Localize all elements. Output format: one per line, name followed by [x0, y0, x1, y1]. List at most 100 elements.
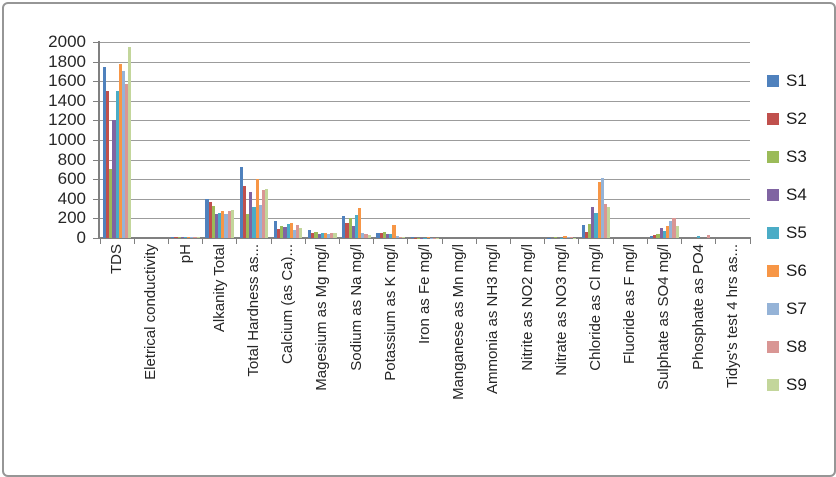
bar-group: [168, 42, 202, 238]
legend-label: S5: [786, 223, 807, 242]
x-axis-tick-mark: [715, 239, 717, 244]
bar: [656, 234, 660, 238]
bar: [342, 215, 346, 238]
x-axis-tick-mark: [407, 239, 409, 244]
x-axis-label-cell: Alkanity Total: [203, 244, 237, 472]
bar: [118, 63, 122, 238]
x-axis-label-cell: pH: [168, 244, 202, 472]
bar-group: [237, 42, 271, 238]
bar: [563, 235, 567, 238]
x-axis-label-cell: Phosphate as PO4: [681, 244, 715, 472]
x-axis-label: Potassium as K mg/l: [381, 244, 399, 381]
x-axis-label-cell: Total Hardness as...: [237, 244, 271, 472]
bar: [581, 225, 585, 238]
x-axis-label-cell: Eletrical conductivity: [134, 244, 168, 472]
x-axis-label: Nitrite as NO2 mg/l: [518, 244, 536, 371]
bar-group: [647, 42, 681, 238]
legend-item: S5: [767, 223, 807, 242]
bar: [255, 179, 259, 238]
bar-groups: [100, 42, 750, 238]
bar: [358, 207, 362, 238]
gridline: [100, 140, 750, 141]
x-axis-label: pH: [176, 244, 194, 264]
legend-item: S9: [767, 375, 807, 394]
x-axis-line: [98, 237, 751, 239]
gridline: [100, 159, 750, 161]
x-axis-label: Alkanity Total: [210, 244, 228, 333]
legend-label: S6: [786, 261, 807, 280]
y-axis-tick-mark: [93, 81, 99, 83]
bar: [385, 234, 390, 238]
bar: [239, 167, 243, 238]
gridline: [100, 218, 750, 220]
x-axis-label-cell: Potassium as K mg/l: [374, 244, 408, 472]
bar: [249, 192, 253, 238]
bar: [706, 235, 710, 238]
x-axis-label: Ammonia as NH3 mg/l: [484, 244, 502, 395]
bar: [410, 237, 414, 238]
x-axis-label-cell: Chloride as Cl mg/l: [579, 244, 613, 472]
bar: [245, 213, 250, 238]
legend-label: S3: [786, 147, 807, 166]
y-axis-tick-label: 200: [57, 208, 86, 228]
bar: [177, 237, 181, 238]
y-axis-tick-label: 1800: [48, 51, 86, 71]
bar: [314, 231, 318, 238]
legend-label: S9: [786, 375, 807, 394]
bar: [299, 227, 303, 238]
x-axis-label: Tidys's test 4 hrs as...: [723, 244, 741, 389]
x-axis-label: Sulphate as SO4 mg/l: [655, 244, 673, 390]
x-axis-tick-mark: [612, 239, 614, 244]
gridline: [100, 100, 750, 102]
bar-group: [681, 42, 715, 238]
bar: [187, 237, 191, 238]
bar: [320, 233, 324, 238]
x-axis-label: Phosphate as PO4: [689, 244, 707, 370]
bar: [659, 227, 663, 238]
bar-group: [339, 42, 373, 238]
bar: [311, 232, 315, 238]
y-axis-tick-mark: [93, 42, 99, 43]
x-axis-tick-mark: [167, 239, 169, 244]
gridline: [100, 42, 750, 43]
x-axis-label-cell: Nitrate as NO3 mg/l: [545, 244, 579, 472]
bar: [429, 237, 433, 238]
bar: [653, 235, 657, 238]
bar: [283, 227, 287, 238]
y-axis-tick-mark: [93, 120, 99, 122]
bar: [432, 237, 437, 238]
legend-swatch: [767, 341, 779, 353]
y-axis-tick-label: 0: [76, 228, 86, 247]
bar: [333, 232, 337, 238]
bar: [227, 211, 231, 238]
y-axis-line: [98, 41, 100, 239]
bar-group: [271, 42, 305, 238]
x-axis-label-cell: Tidys's test 4 hrs as...: [716, 244, 750, 472]
bar: [662, 231, 666, 238]
gridline: [100, 81, 750, 83]
bar: [276, 228, 281, 238]
x-axis-label-cell: Ammonia as NH3 mg/l: [476, 244, 510, 472]
x-axis-tick-mark: [475, 239, 477, 244]
x-axis-tick-mark: [338, 239, 340, 244]
y-axis-tick-mark: [93, 140, 99, 141]
bar-group: [134, 42, 168, 238]
bar: [572, 237, 577, 238]
bar: [594, 212, 598, 238]
bar-group: [203, 42, 237, 238]
bar-group: [579, 42, 613, 238]
bar: [102, 66, 106, 238]
bar: [600, 177, 604, 238]
bar: [115, 91, 119, 238]
gridline: [100, 179, 750, 181]
y-axis-tick-mark: [93, 179, 99, 181]
legend-item: S1: [767, 71, 807, 90]
x-axis-label: TDS: [108, 244, 126, 274]
bar: [286, 224, 290, 238]
legend-swatch: [767, 379, 779, 391]
bar: [607, 206, 611, 238]
bar: [416, 237, 421, 238]
legend-item: S8: [767, 337, 807, 356]
bar: [280, 226, 284, 238]
bar: [382, 232, 386, 238]
